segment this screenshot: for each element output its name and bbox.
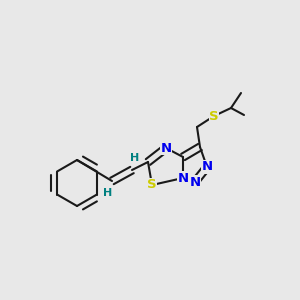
Text: S: S <box>147 178 157 191</box>
Text: N: N <box>201 160 213 173</box>
Text: H: H <box>103 188 112 198</box>
Text: N: N <box>189 176 201 188</box>
Text: S: S <box>209 110 219 122</box>
Text: N: N <box>160 142 172 154</box>
Text: N: N <box>177 172 189 184</box>
Text: H: H <box>130 153 140 163</box>
